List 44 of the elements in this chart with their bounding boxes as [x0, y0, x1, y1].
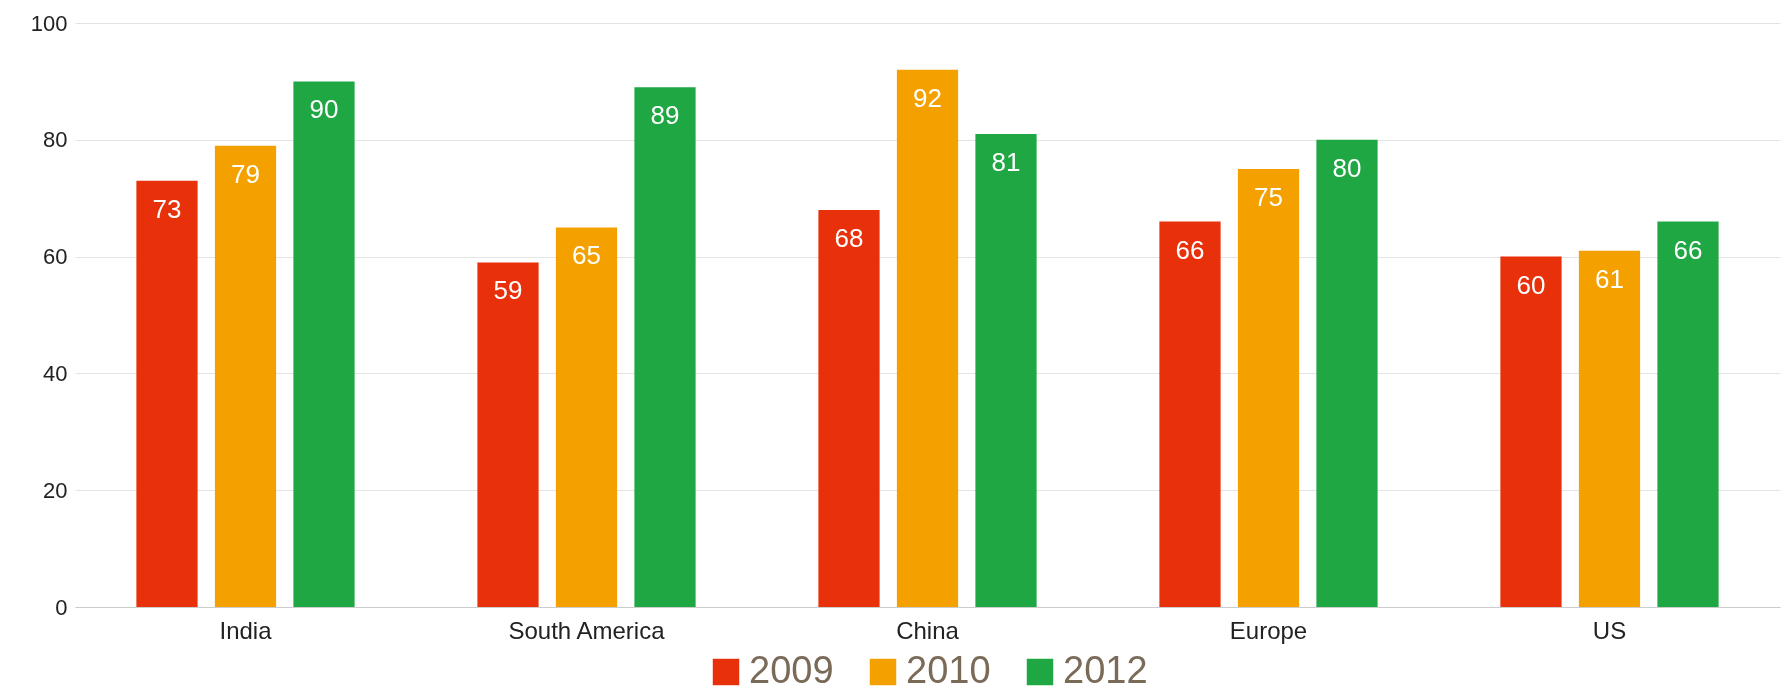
bar: [896, 69, 959, 607]
x-tick-label: US: [1592, 616, 1627, 644]
data-label: 68: [834, 222, 864, 253]
bar: [293, 81, 355, 607]
data-label: 80: [1332, 152, 1362, 183]
bar: [1237, 169, 1300, 607]
bar: [214, 145, 277, 607]
data-label: 92: [913, 82, 942, 113]
y-tick-label: 0: [55, 594, 68, 620]
data-label: 90: [309, 94, 339, 125]
y-tick-label: 60: [43, 244, 68, 270]
y-tick-label: 80: [43, 127, 68, 153]
data-label: 59: [493, 275, 523, 306]
data-label: 81: [991, 146, 1021, 177]
x-tick-label: Europe: [1229, 616, 1308, 644]
data-label: 66: [1673, 234, 1703, 265]
legend-label: 2010: [906, 649, 991, 691]
bar: [634, 87, 696, 607]
bar: [555, 227, 618, 607]
data-label: 73: [152, 193, 182, 224]
bar: [975, 133, 1037, 607]
data-label: 75: [1254, 182, 1283, 212]
data-label: 66: [1175, 234, 1205, 265]
x-tick-label: South America: [508, 616, 666, 644]
y-tick-label: 20: [43, 477, 68, 503]
bar: [1657, 221, 1719, 607]
data-label: 61: [1595, 263, 1624, 294]
bar: [136, 180, 198, 607]
data-label: 60: [1516, 269, 1546, 300]
x-tick-label: India: [219, 616, 273, 644]
bar: [1316, 139, 1378, 607]
legend-label: 2012: [1063, 649, 1148, 691]
bar: [818, 209, 880, 607]
y-tick-label: 100: [30, 10, 68, 36]
y-tick-label: 40: [43, 360, 68, 386]
bar: [1159, 221, 1221, 607]
bar: [477, 262, 539, 607]
bar: [1578, 250, 1641, 607]
data-label: 89: [650, 100, 680, 131]
legend-label: 2009: [749, 649, 834, 691]
bar: [1500, 256, 1562, 607]
x-tick-label: China: [896, 616, 960, 644]
data-label: 65: [572, 240, 601, 271]
data-label: 79: [231, 158, 260, 189]
